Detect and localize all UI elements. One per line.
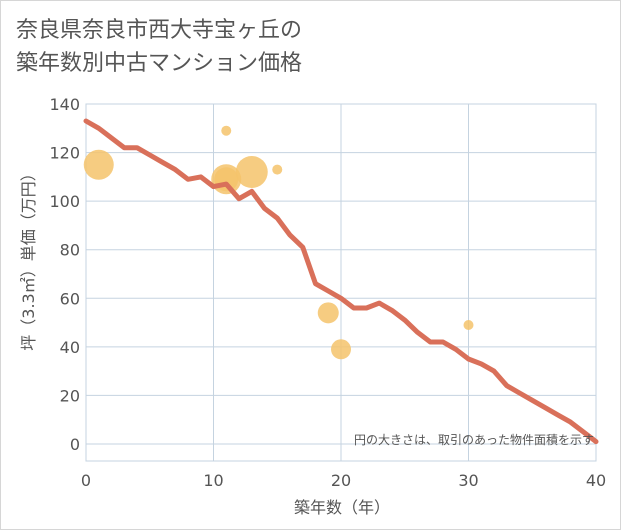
y-axis-label: 坪（3.3㎡）単価（万円） [19, 165, 38, 350]
bubble-point [221, 125, 232, 136]
chart-title-line2: 築年数別中古マンション価格 [16, 51, 303, 76]
y-tick-label: 140 [49, 95, 80, 114]
grid [85, 103, 597, 462]
x-tick-label: 10 [203, 471, 223, 490]
chart-title: 奈良県奈良市西大寺宝ヶ丘の 築年数別中古マンション価格 [16, 14, 302, 80]
y-tick-label: 80 [60, 241, 80, 260]
x-tick-labels: 0 10 20 30 40 [81, 471, 606, 490]
bubble-point [272, 164, 283, 175]
x-axis-label: 築年数（年） [294, 498, 390, 517]
bubble-point [463, 320, 474, 330]
trend-line [83, 118, 599, 445]
trend-line-series [83, 118, 599, 445]
x-tick-label: 30 [458, 471, 478, 490]
bubble-series [83, 125, 474, 360]
y-tick-label: 60 [60, 289, 80, 308]
x-tick-label: 20 [331, 471, 351, 490]
bubble-point [331, 339, 351, 360]
bubble-point [235, 156, 268, 188]
bubble-size-note: 円の大きさは、取引のあった物件面積を示す [354, 432, 594, 447]
x-tick-label: 40 [586, 471, 606, 490]
bubble-point [317, 302, 339, 324]
bubble-point [83, 149, 114, 180]
chart-title-line1: 奈良県奈良市西大寺宝ヶ丘の [16, 18, 303, 43]
y-tick-label: 0 [70, 435, 80, 454]
y-tick-labels: 0 20 40 60 80 100 120 140 [49, 95, 80, 454]
x-tick-label: 0 [81, 471, 91, 490]
y-tick-label: 120 [49, 144, 80, 163]
y-tick-label: 20 [60, 386, 80, 405]
y-tick-label: 40 [60, 338, 80, 357]
y-tick-label: 100 [49, 192, 80, 211]
